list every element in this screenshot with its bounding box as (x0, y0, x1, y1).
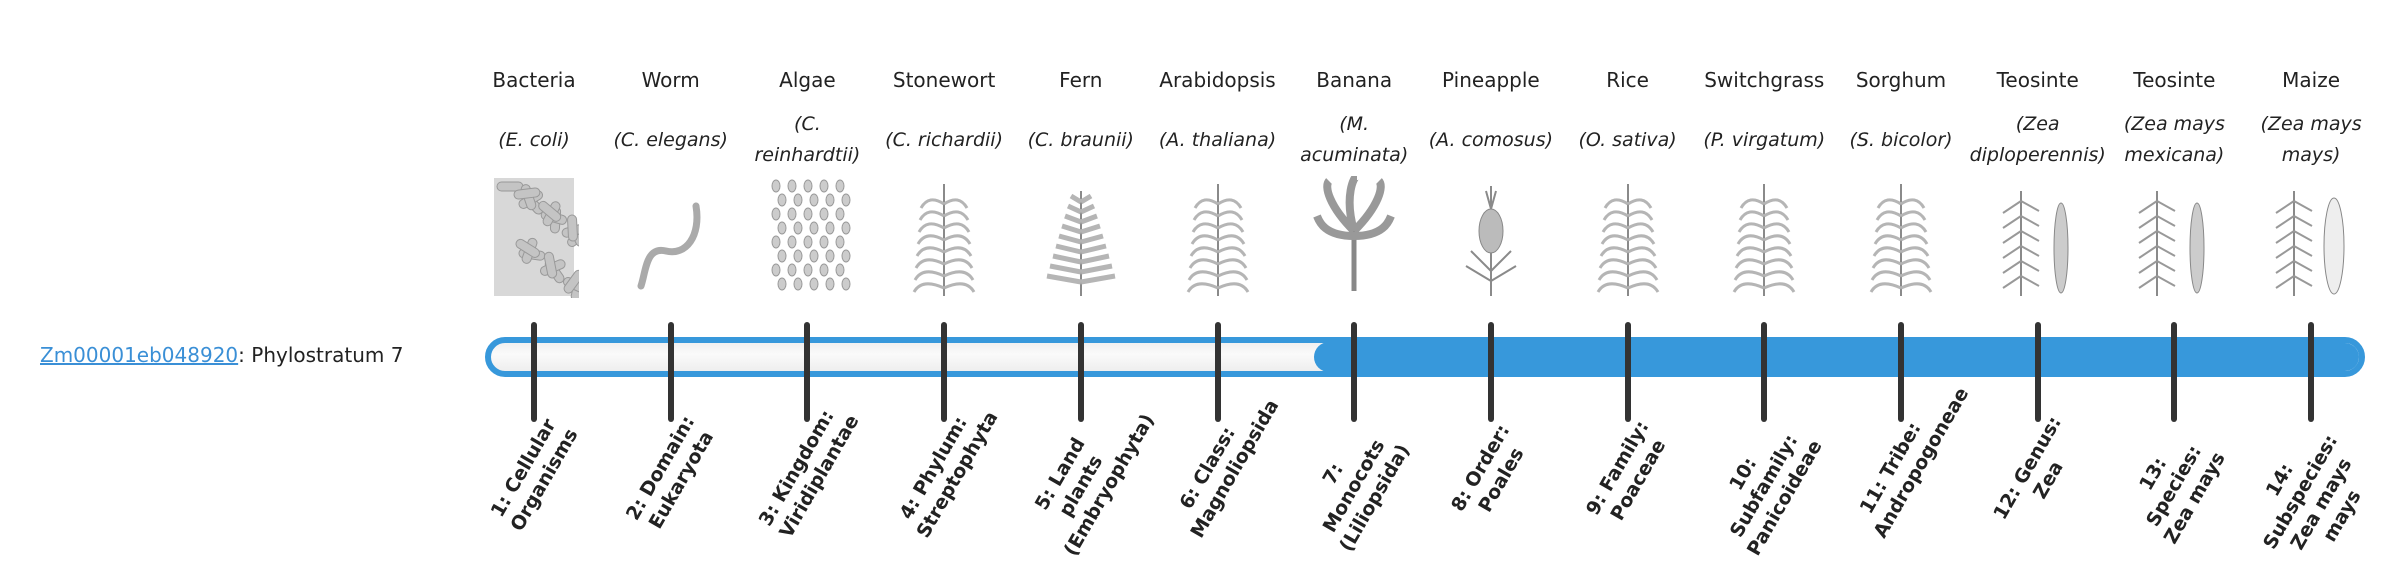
stratum-label: 6: Class: Magnoliopsida (1174, 395, 1283, 542)
stratum-label: 7: Monocots (Liliopsida) (1318, 435, 1415, 556)
stratum-tick-4 (941, 322, 948, 422)
arabidopsis-icon (1173, 176, 1263, 298)
stratum-tick-1 (531, 322, 537, 422)
organism-common-name: Pineapple (1442, 68, 1540, 92)
organism-scientific-name: (C. richardii) (885, 128, 1003, 151)
maize-icon (2266, 176, 2356, 298)
stratum-tick-13 (2171, 322, 2178, 422)
stratum-tick-14 (2308, 322, 2315, 422)
organism-scientific-name: (C. elegans) (613, 128, 728, 151)
organism-scientific-name: (Zea diploperennis) (1969, 113, 2106, 166)
stratum-label: 14: Subspecies: Zea mays mays (2259, 430, 2366, 554)
organism-common-name: Banana (1316, 68, 1393, 92)
organism-scientific-name: (A. comosus) (1428, 128, 1554, 151)
gene-id-link[interactable]: Zm00001eb048920 (40, 343, 239, 367)
stratum-label: 2: Domain: Eukaryota (621, 412, 718, 533)
organism-scientific-name: (C. reinhardtii) (754, 113, 861, 166)
organism-scientific-name: (A. thaliana) (1158, 128, 1277, 151)
phylostratum-bar (485, 337, 2365, 377)
stratum-tick-3 (804, 322, 811, 422)
stonewort-icon (899, 176, 989, 298)
banana-icon (1309, 172, 1399, 298)
stratum-tick-9 (1624, 322, 1631, 422)
stratum-label: 13: Species: Zea mays (2135, 441, 2231, 548)
organism-scientific-name: (Zea mays mexicana) (2123, 113, 2225, 166)
separator: : (238, 343, 245, 367)
gene-label: Zm00001eb048920: Phylostratum 7 (40, 340, 403, 370)
phylostratum-label: Phylostratum 7 (251, 343, 404, 367)
organism-common-name: Teosinte (2133, 68, 2216, 92)
stratum-tick-6 (1214, 322, 1221, 422)
sorghum-icon (1856, 176, 1946, 298)
organism-scientific-name: (C. braunii) (1027, 128, 1134, 151)
organism-scientific-name: (Zea mays mays) (2260, 113, 2362, 166)
stratum-label: 10: Subfamily: Panicoideae (1725, 430, 1827, 560)
stratum-tick-5 (1077, 322, 1084, 422)
stratum-tick-7 (1351, 322, 1358, 422)
organism-scientific-name: (E. coli) (498, 128, 570, 151)
organism-common-name: Arabidopsis (1159, 68, 1276, 92)
teosinte-icon (1993, 176, 2083, 298)
organism-common-name: Sorghum (1855, 68, 1947, 92)
stratum-tick-8 (1487, 322, 1494, 422)
pineapple-icon (1446, 176, 1536, 298)
stratum-tick-10 (1761, 322, 1768, 422)
stratum-tick-2 (667, 322, 674, 422)
organism-common-name: Switchgrass (1704, 68, 1825, 92)
rice-icon (1583, 176, 1673, 298)
organism-common-name: Teosinte (1996, 68, 2079, 92)
organism-scientific-name: (O. sativa) (1578, 128, 1677, 151)
stratum-label: 8: Order: Poales (1446, 420, 1529, 517)
organism-scientific-name: (S. bicolor) (1849, 128, 1953, 151)
organism-common-name: Fern (1059, 68, 1103, 92)
organism-common-name: Stonewort (892, 68, 996, 92)
worm-icon (626, 176, 716, 298)
stratum-label: 5: Land plants (Embryophyta) (1030, 410, 1159, 560)
stratum-tick-12 (2034, 322, 2041, 422)
stratum-label: 9: Family: Poaceae (1581, 417, 1670, 525)
organism-scientific-name: (P. virgatum) (1703, 128, 1826, 151)
algae-icon (762, 176, 852, 298)
stratum-label: 11: Tribe: Andropogoneae (1855, 383, 1974, 542)
stratum-label: 1: Cellular Organisms (486, 415, 583, 536)
organism-common-name: Worm (641, 68, 700, 92)
teosinte-icon (2129, 176, 2219, 298)
organism-common-name: Rice (1606, 68, 1649, 92)
phylostratum-bar-fill (1314, 343, 2359, 371)
organism-scientific-name: (M. acuminata) (1300, 113, 1409, 166)
bacteria-icon (489, 176, 591, 302)
stratum-label: 12: Genus: Zea (1988, 412, 2068, 524)
switchgrass-icon (1719, 176, 1809, 298)
organism-common-name: Maize (2282, 68, 2341, 92)
fern-icon (1036, 176, 1126, 298)
organism-common-name: Algae (779, 68, 836, 92)
stratum-label: 3: Kingdom: Viridiplantae (755, 406, 864, 542)
stratum-tick-11 (1898, 322, 1904, 422)
organism-common-name: Bacteria (492, 68, 576, 92)
stratum-label: 4: Phylum: Streptophyta (895, 407, 1003, 542)
